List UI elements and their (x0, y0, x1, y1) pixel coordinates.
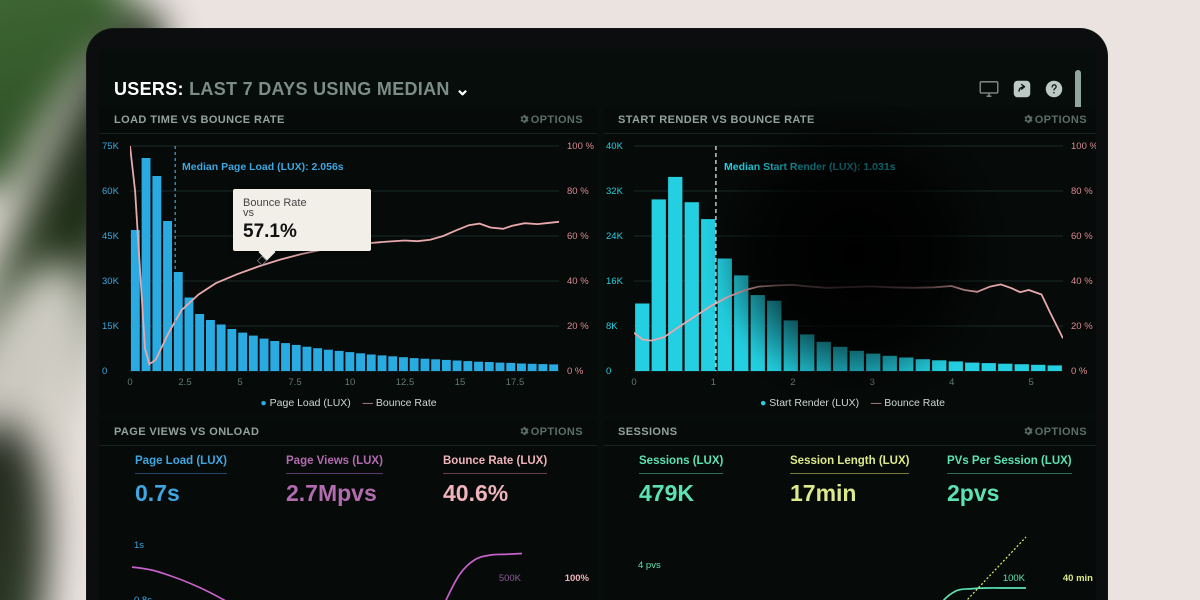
svg-text:8K: 8K (606, 321, 618, 332)
svg-text:12.5: 12.5 (396, 377, 415, 388)
svg-text:3: 3 (870, 377, 875, 388)
svg-text:20 %: 20 % (567, 321, 589, 332)
svg-text:75K: 75K (102, 141, 120, 152)
svg-text:15: 15 (455, 377, 466, 388)
svg-text:17.5: 17.5 (506, 377, 525, 388)
svg-text:1: 1 (711, 377, 716, 388)
svg-text:60 %: 60 % (567, 231, 589, 242)
svg-text:5: 5 (237, 377, 242, 388)
svg-text:0: 0 (631, 377, 636, 388)
svg-text:40 %: 40 % (1071, 276, 1093, 287)
svg-text:5: 5 (1029, 377, 1034, 388)
svg-text:40 %: 40 % (567, 276, 589, 287)
svg-text:60K: 60K (102, 186, 120, 197)
svg-text:40K: 40K (606, 141, 624, 152)
svg-text:60 %: 60 % (1071, 231, 1093, 242)
svg-text:32K: 32K (606, 186, 624, 197)
svg-text:30K: 30K (102, 276, 120, 287)
svg-text:0: 0 (606, 366, 611, 377)
svg-text:45K: 45K (102, 231, 120, 242)
svg-text:7.5: 7.5 (288, 377, 301, 388)
svg-text:10: 10 (345, 377, 356, 388)
svg-text:80 %: 80 % (1071, 186, 1093, 197)
svg-text:16K: 16K (606, 276, 624, 287)
svg-text:2.5: 2.5 (178, 377, 191, 388)
svg-text:0 %: 0 % (1071, 366, 1088, 377)
svg-text:15K: 15K (102, 321, 120, 332)
svg-text:0: 0 (102, 366, 107, 377)
svg-text:80 %: 80 % (567, 186, 589, 197)
svg-text:100 %: 100 % (1071, 141, 1096, 152)
svg-text:20 %: 20 % (1071, 321, 1093, 332)
svg-text:100 %: 100 % (567, 141, 594, 152)
svg-text:0: 0 (127, 377, 132, 388)
svg-text:24K: 24K (606, 231, 624, 242)
svg-text:2: 2 (790, 377, 795, 388)
svg-text:0 %: 0 % (567, 366, 584, 377)
svg-text:4: 4 (949, 377, 954, 388)
